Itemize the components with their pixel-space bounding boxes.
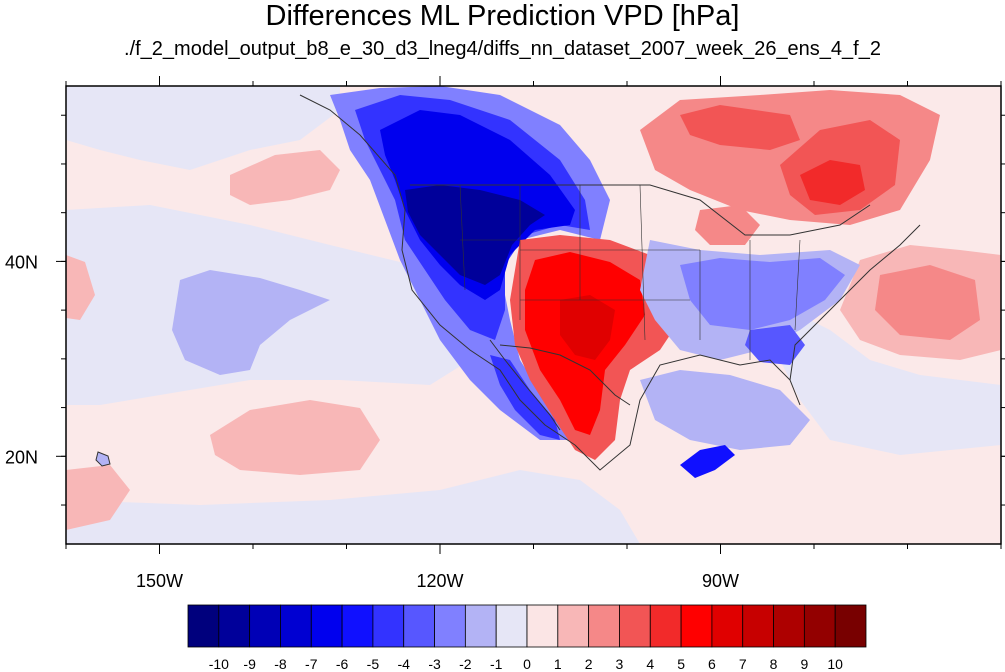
region-red-southwest-dark <box>560 295 615 360</box>
region-red-atlantic-mid <box>875 265 980 340</box>
y-tick-label: 40N <box>5 252 38 272</box>
colorbar-swatch <box>310 604 343 648</box>
colorbar-label: -3 <box>428 656 441 672</box>
region-blue-central-pacific-blob <box>172 270 330 375</box>
colorbar-swatch <box>372 604 405 648</box>
colorbar-label: 4 <box>646 656 654 672</box>
colorbar-label: -9 <box>243 656 256 672</box>
region-pale-blue-north-pacific <box>66 86 340 170</box>
region-red-canada-core <box>800 160 865 205</box>
region-light-red-northeast-pacific <box>230 150 340 205</box>
colorbar-swatch <box>526 604 559 648</box>
region-light-red-south-edge <box>66 465 130 530</box>
colorbar-label: 5 <box>677 656 685 672</box>
map-title: Differences ML Prediction VPD [hPa] <box>265 0 740 32</box>
colorbar-swatch <box>773 604 805 648</box>
colorbar-label: 6 <box>708 656 716 672</box>
region-blue-southeast <box>745 325 805 365</box>
colorbar-swatch <box>588 604 620 648</box>
region-red-great-lakes <box>695 205 760 245</box>
colorbar-label: 9 <box>800 656 808 672</box>
map-field <box>66 86 1001 544</box>
colorbar-swatch <box>557 604 590 648</box>
colorbar-swatch <box>249 604 281 648</box>
colorbar-label: 0 <box>523 656 531 672</box>
region-blue-mexico-spot <box>680 445 735 478</box>
colorbar-swatch <box>649 604 682 648</box>
region-blue-west-core <box>405 185 545 285</box>
x-tick-label: 120W <box>416 571 463 591</box>
colorbar-label: -10 <box>209 656 229 672</box>
colorbar-label: 3 <box>616 656 624 672</box>
axis-ticks: 150W 120W 90W 40N 20N <box>5 76 1005 591</box>
region-blue-baja <box>490 355 560 440</box>
colorbar-swatch <box>803 604 836 648</box>
colorbar-label: 7 <box>739 656 747 672</box>
y-tick-label: 20N <box>5 447 38 467</box>
colorbar-label: -1 <box>490 656 503 672</box>
colorbar-swatch <box>403 604 435 648</box>
coastline-gulf <box>574 224 921 471</box>
colorbar-label: -4 <box>398 656 411 672</box>
colorbar-label: 2 <box>585 656 593 672</box>
colorbar-swatch <box>187 604 220 648</box>
colorbar-swatch <box>434 604 466 648</box>
state-lines <box>459 184 801 360</box>
colorbar-label: 1 <box>554 656 562 672</box>
colorbar-swatch <box>834 604 867 648</box>
x-tick-label: 90W <box>702 571 739 591</box>
colorbar: -10 -9 -8 -7 -6 -5 -4 -3 -2 -1 0 1 2 3 4 5 6 7 8 9 10 <box>187 604 867 672</box>
coastline-hawaii <box>95 451 111 467</box>
colorbar-swatch <box>711 604 744 648</box>
x-tick-label: 150W <box>136 571 183 591</box>
colorbar-label: 8 <box>770 656 778 672</box>
colorbar-label: 10 <box>827 656 843 672</box>
colorbar-label: -2 <box>459 656 472 672</box>
region-pale-blue-south-pacific <box>66 470 640 544</box>
colorbar-swatch <box>619 604 651 648</box>
colorbar-label: -7 <box>305 656 318 672</box>
colorbar-swatch <box>218 604 251 648</box>
region-light-red-subtropical-pacific <box>210 400 380 475</box>
colorbar-swatch <box>341 604 374 648</box>
region-blue-gulf <box>640 370 810 450</box>
colorbar-label: -6 <box>336 656 349 672</box>
region-blue-east-mid <box>680 258 845 330</box>
coastline-baja <box>489 339 561 431</box>
border-canada-us <box>410 184 871 236</box>
map-subtitle: ./f_2_model_output_b8_e_30_d3_lneg4/diff… <box>124 38 881 60</box>
colorbar-swatch <box>280 604 312 648</box>
coastline-west <box>299 94 576 446</box>
colorbar-swatch <box>680 604 713 648</box>
colorbar-label: -8 <box>274 656 287 672</box>
colorbar-swatch <box>742 604 774 648</box>
colorbar-swatch <box>464 604 497 648</box>
region-pale-blue-atlantic <box>770 300 1001 455</box>
colorbar-swatch <box>495 604 528 648</box>
region-red-canada-mid <box>680 105 800 150</box>
region-light-red-west-pacific <box>66 255 95 320</box>
colorbar-label: -5 <box>367 656 380 672</box>
border-us-mexico <box>499 344 631 406</box>
